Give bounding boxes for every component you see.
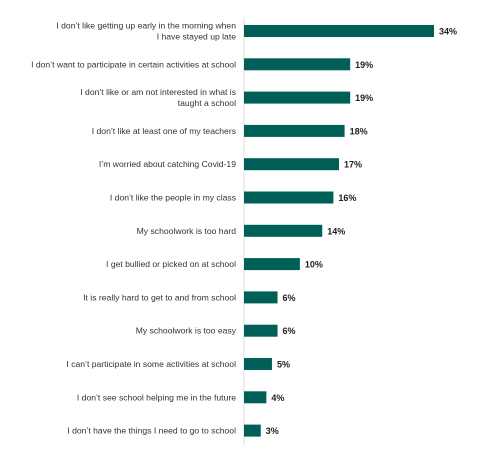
value-label: 4% xyxy=(271,393,284,403)
bar-row: I don’t like the people in my class 16% xyxy=(110,191,356,204)
category-label-line: I don’t like the people in my class xyxy=(110,193,236,203)
category-label-line: taught a school xyxy=(178,98,236,108)
category-label-line: I don’t want to participate in certain a… xyxy=(31,59,236,69)
category-label-line: My schoolwork is too hard xyxy=(137,226,237,236)
value-label: 14% xyxy=(327,226,345,236)
bar-row: I don’t like getting up early in the mor… xyxy=(56,21,457,42)
category-label-line: It is really hard to get to and from sch… xyxy=(83,292,236,302)
bar-row: I’m worried about catching Covid-19 17% xyxy=(99,158,362,171)
bars-layer: I don’t like getting up early in the mor… xyxy=(31,21,457,437)
bar-row: I don’t like at least one of my teachers… xyxy=(92,124,368,137)
bar xyxy=(244,224,323,237)
category-label: I don’t like at least one of my teachers xyxy=(92,126,236,136)
bar xyxy=(244,124,345,137)
category-label-line: I don’t like at least one of my teachers xyxy=(92,126,236,136)
category-label-line: My schoolwork is too easy xyxy=(136,326,237,336)
bar-row: I don’t want to participate in certain a… xyxy=(31,58,373,71)
bar xyxy=(244,291,278,304)
bar xyxy=(244,358,272,370)
category-label-line: I don’t have the things I need to go to … xyxy=(67,426,236,436)
bar xyxy=(244,324,278,337)
category-label-line: I’m worried about catching Covid-19 xyxy=(99,159,236,169)
bar xyxy=(244,391,267,404)
category-label: It is really hard to get to and from sch… xyxy=(83,292,236,302)
bar xyxy=(244,258,300,271)
bar xyxy=(244,158,339,171)
category-label: I don’t want to participate in certain a… xyxy=(31,59,236,69)
value-label: 3% xyxy=(266,426,279,436)
value-label: 6% xyxy=(283,293,296,303)
value-label: 18% xyxy=(350,126,368,136)
category-label: My schoolwork is too easy xyxy=(136,326,237,336)
value-label: 19% xyxy=(355,60,373,70)
bar xyxy=(244,25,434,37)
category-label: I can’t participate in some activities a… xyxy=(66,359,236,369)
category-label: I don’t have the things I need to go to … xyxy=(67,426,236,436)
value-label: 10% xyxy=(305,260,323,270)
category-label-line: I don’t like or am not interested in wha… xyxy=(80,87,236,97)
value-label: 6% xyxy=(283,326,296,336)
category-label: My schoolwork is too hard xyxy=(137,226,237,236)
bar-row: I can’t participate in some activities a… xyxy=(66,358,290,370)
category-label: I get bullied or picked on at school xyxy=(106,259,236,269)
bar-row: My schoolwork is too easy 6% xyxy=(136,324,296,337)
value-label: 34% xyxy=(439,27,457,37)
value-label: 19% xyxy=(355,93,373,103)
category-label: I don’t like or am not interested in wha… xyxy=(80,87,236,108)
bar-row: My schoolwork is too hard 14% xyxy=(137,224,345,237)
category-label-line: I don’t see school helping me in the fut… xyxy=(77,392,236,402)
category-label: I’m worried about catching Covid-19 xyxy=(99,159,236,169)
category-label-line: I don’t like getting up early in the mor… xyxy=(56,21,236,31)
category-label-line: I can’t participate in some activities a… xyxy=(66,359,236,369)
category-label-line: I get bullied or picked on at school xyxy=(106,259,236,269)
category-label: I don’t like getting up early in the mor… xyxy=(56,21,236,42)
bar-row: It is really hard to get to and from sch… xyxy=(83,291,296,304)
bar-row: I don’t see school helping me in the fut… xyxy=(77,391,284,404)
category-label-line: I have stayed up late xyxy=(157,32,237,42)
bar xyxy=(244,58,351,71)
value-label: 16% xyxy=(338,193,356,203)
value-label: 5% xyxy=(277,360,290,370)
bar xyxy=(244,424,261,437)
category-label: I don’t see school helping me in the fut… xyxy=(77,392,236,402)
bar-row: I don’t have the things I need to go to … xyxy=(67,424,279,437)
bar-row: I get bullied or picked on at school 10% xyxy=(106,258,323,271)
bar xyxy=(244,91,351,104)
bar xyxy=(244,191,334,204)
bar-row: I don’t like or am not interested in wha… xyxy=(80,87,373,108)
category-label: I don’t like the people in my class xyxy=(110,193,236,203)
value-label: 17% xyxy=(344,160,362,170)
